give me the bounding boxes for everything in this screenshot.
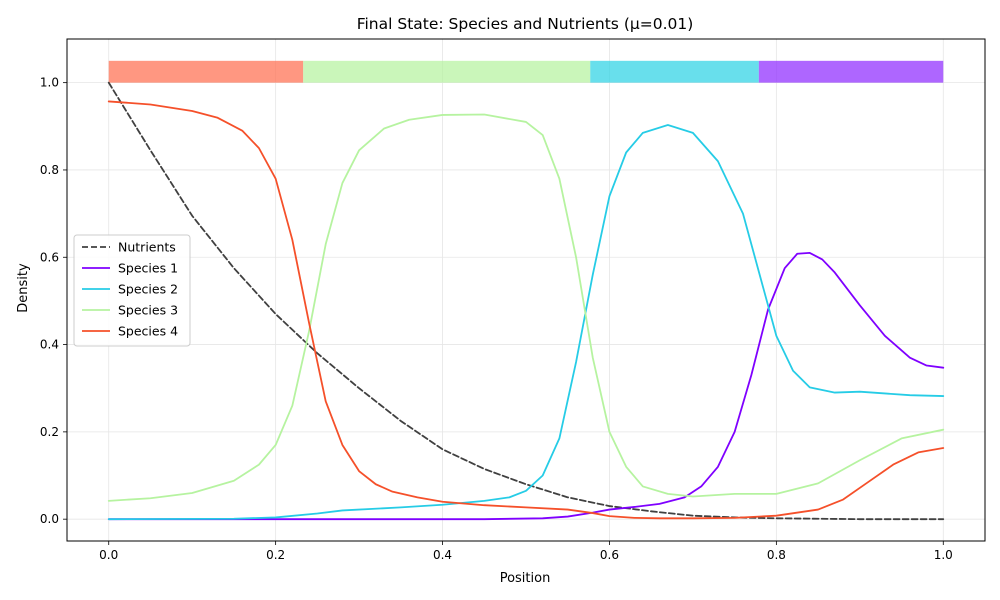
y-tick-label: 0.0 <box>40 512 59 526</box>
x-tick-label: 0.0 <box>99 548 118 562</box>
territory-segment <box>590 60 759 83</box>
territory-segment <box>758 60 944 83</box>
y-tick-label: 0.6 <box>40 250 59 264</box>
series-line-nutrients <box>107 81 945 521</box>
legend-label: Species 3 <box>118 303 178 318</box>
plot-frame <box>66 38 986 542</box>
territory-segment <box>303 60 591 83</box>
legend-box <box>73 234 191 347</box>
y-tick-label: 0.8 <box>40 163 59 177</box>
y-tick-label: 0.2 <box>40 425 59 439</box>
series-line-species-4 <box>107 100 945 520</box>
x-tick-label: 0.2 <box>266 548 285 562</box>
legend-label: Species 4 <box>118 324 178 339</box>
territory-bar <box>108 60 944 83</box>
y-axis: 0.0 0.2 0.4 0.6 0.8 1.0 <box>40 76 67 526</box>
x-tick-label: 0.8 <box>767 548 786 562</box>
y-tick-label: 1.0 <box>40 76 59 90</box>
series-line-species-2 <box>107 124 945 521</box>
series-lines <box>107 81 945 521</box>
territory-segment <box>108 60 304 83</box>
x-tick-label: 1.0 <box>934 548 953 562</box>
legend-label: Nutrients <box>118 240 176 255</box>
series-line-species-3 <box>107 113 945 502</box>
legend-label: Species 2 <box>118 282 178 297</box>
y-axis-title: Density <box>16 263 31 313</box>
y-tick-label: 0.4 <box>40 338 59 352</box>
x-tick-label: 0.6 <box>600 548 619 562</box>
legend-label: Species 1 <box>118 261 178 276</box>
legend: Nutrients Species 1 Species 2 Species 3 Spec… <box>73 234 191 347</box>
x-axis-title: Position <box>500 571 551 586</box>
chart-title: Final State: Species and Nutrients (μ=0.… <box>357 15 694 33</box>
x-axis: 0.0 0.2 0.4 0.6 0.8 1.0 <box>99 541 953 562</box>
x-tick-label: 0.4 <box>433 548 452 562</box>
